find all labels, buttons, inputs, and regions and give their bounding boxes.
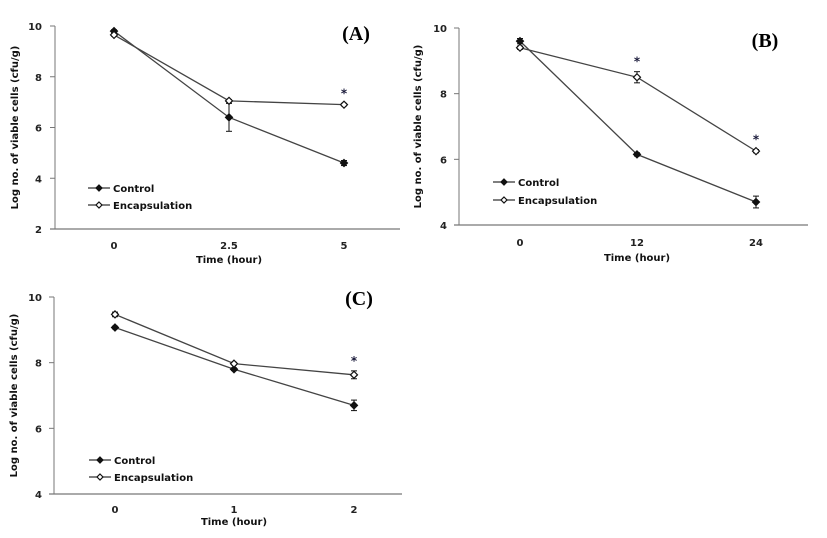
x-axis-label: Time (hour)	[201, 517, 267, 528]
significance-star: *	[753, 132, 760, 146]
panel-label: (A)	[342, 23, 370, 45]
y-tick-label: 6	[440, 155, 447, 166]
data-point-encapsulation	[110, 310, 120, 319]
panel-c: 4 6 8 10 0 1 2 Time (hour) Log no. of viable cel…	[9, 288, 402, 528]
data-point-encapsulation	[751, 146, 761, 156]
x-axis-label: Time (hour)	[604, 253, 670, 264]
y-tick-label: 10	[28, 22, 42, 33]
data-point-encapsulation	[339, 100, 349, 110]
x-tick-label: 5	[341, 241, 348, 252]
legend-marker-control	[96, 456, 104, 464]
data-point-control	[349, 401, 359, 410]
x-axis-label: Time (hour)	[196, 255, 262, 266]
y-tick-label: 6	[35, 424, 42, 435]
legend-label: Encapsulation	[114, 473, 193, 484]
data-point-control	[110, 323, 120, 332]
data-point-encapsulation	[109, 30, 119, 40]
y-tick-label: 4	[35, 490, 42, 501]
y-tick-label: 10	[28, 293, 42, 304]
legend-marker-control	[95, 184, 103, 192]
data-point-encapsulation	[632, 72, 642, 82]
panel-label: (B)	[752, 30, 779, 52]
series-line-encapsulation	[113, 34, 345, 106]
y-tick-label: 4	[440, 221, 447, 232]
data-point-encapsulation	[515, 43, 525, 53]
data-point-control	[339, 158, 349, 168]
legend-marker-encapsulation	[95, 201, 103, 209]
y-tick-label: 8	[440, 90, 447, 101]
legend-marker-encapsulation	[96, 473, 104, 481]
significance-star: *	[341, 86, 348, 100]
panel-a: 2 4 6 8 10 0 2.5 5 Time (hour) Log no. of viable …	[10, 22, 400, 266]
y-tick-label: 4	[35, 174, 42, 185]
y-tick-label: 2	[35, 225, 42, 236]
data-point-encapsulation	[349, 370, 359, 380]
legend-label: Control	[113, 184, 154, 195]
y-tick-label: 8	[35, 359, 42, 370]
x-tick-label: 24	[749, 238, 763, 249]
data-point-control	[224, 113, 234, 122]
x-tick-label: 2	[351, 505, 358, 516]
legend-marker-control	[500, 178, 508, 186]
x-tick-label: 0	[517, 238, 524, 249]
data-point-encapsulation	[229, 359, 239, 369]
panel-b: 4 6 8 10 0 12 24 Time (hour) Log no. of viable c…	[413, 24, 808, 264]
data-point-control	[632, 150, 642, 159]
legend-label: Control	[114, 456, 155, 467]
legend-marker-encapsulation	[500, 196, 508, 204]
y-axis-label: Log no. of viable cells (cfu/g)	[413, 45, 424, 209]
x-tick-label: 1	[231, 505, 238, 516]
y-tick-label: 8	[35, 73, 42, 84]
panel-label: (C)	[345, 288, 373, 310]
legend-label: Control	[518, 178, 559, 189]
data-point-control	[229, 364, 239, 374]
significance-star: *	[634, 55, 641, 69]
y-axis-label: Log no. of viable cells (cfu/g)	[9, 314, 20, 478]
y-tick-label: 6	[35, 124, 42, 135]
x-tick-label: 0	[112, 505, 119, 516]
significance-star: *	[351, 354, 358, 368]
x-tick-label: 2.5	[220, 241, 238, 252]
data-point-encapsulation	[224, 96, 234, 106]
x-tick-label: 0	[111, 241, 118, 252]
x-tick-label: 12	[630, 238, 644, 249]
legend-label: Encapsulation	[518, 196, 597, 207]
y-tick-label: 10	[433, 24, 447, 35]
legend-label: Encapsulation	[113, 201, 192, 212]
data-point-control	[751, 197, 761, 207]
y-axis-label: Log no. of viable cells (cfu/g)	[10, 46, 21, 210]
